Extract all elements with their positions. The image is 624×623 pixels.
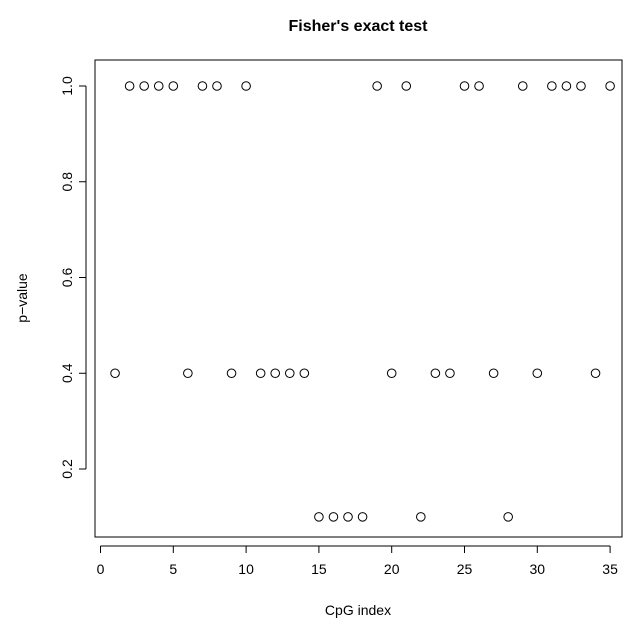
data-point (386, 368, 397, 379)
data-point (532, 368, 543, 379)
data-point (576, 81, 586, 91)
data-point (226, 368, 237, 379)
data-point (255, 368, 266, 379)
data-point (139, 81, 149, 91)
data-point (401, 81, 412, 91)
data-point (590, 368, 601, 379)
y-tick-label: 0.8 (59, 172, 75, 192)
x-tick-label: 5 (169, 561, 177, 577)
data-point (416, 512, 426, 522)
data-point (241, 81, 251, 91)
y-tick-label: 0.4 (59, 363, 75, 383)
y-axis-label: p−value (14, 273, 30, 323)
data-point (357, 512, 368, 522)
y-tick-label: 0.2 (59, 459, 75, 479)
x-tick-label: 10 (238, 561, 254, 577)
x-axis: 0 5 10 15 20 25 30 35 (97, 545, 618, 577)
data-point (284, 368, 295, 379)
y-axis: 0.2 0.4 0.6 0.8 1.0 (59, 76, 87, 479)
x-tick-label: 20 (384, 561, 400, 577)
data-point (372, 81, 382, 91)
data-point (561, 81, 572, 91)
x-tick-label: 25 (457, 561, 473, 577)
data-point (314, 512, 324, 522)
data-point (197, 81, 208, 91)
data-point (270, 368, 281, 379)
plot-frame (94, 59, 623, 538)
x-tick-label: 0 (97, 561, 105, 577)
data-point (503, 512, 513, 522)
x-axis-label: CpG index (325, 602, 391, 618)
x-tick-label: 15 (311, 561, 327, 577)
data-point (124, 81, 135, 91)
data-point (488, 368, 499, 379)
data-points (110, 81, 615, 522)
data-point (110, 368, 120, 379)
data-point (328, 512, 339, 522)
data-point (343, 512, 353, 522)
data-point (212, 81, 222, 91)
y-tick-label: 0.6 (59, 268, 75, 288)
data-point (517, 81, 528, 91)
data-point (183, 368, 193, 379)
x-tick-label: 35 (602, 561, 618, 577)
data-point (168, 81, 179, 91)
chart-title: Fisher's exact test (289, 18, 429, 35)
data-point (445, 368, 455, 379)
data-point (605, 81, 615, 91)
data-point (299, 368, 310, 379)
data-point (459, 81, 470, 91)
x-tick-label: 30 (530, 561, 546, 577)
data-point (474, 81, 484, 91)
data-point (430, 368, 441, 379)
y-tick-label: 1.0 (59, 76, 75, 96)
data-point (153, 81, 164, 91)
data-point (547, 81, 557, 91)
